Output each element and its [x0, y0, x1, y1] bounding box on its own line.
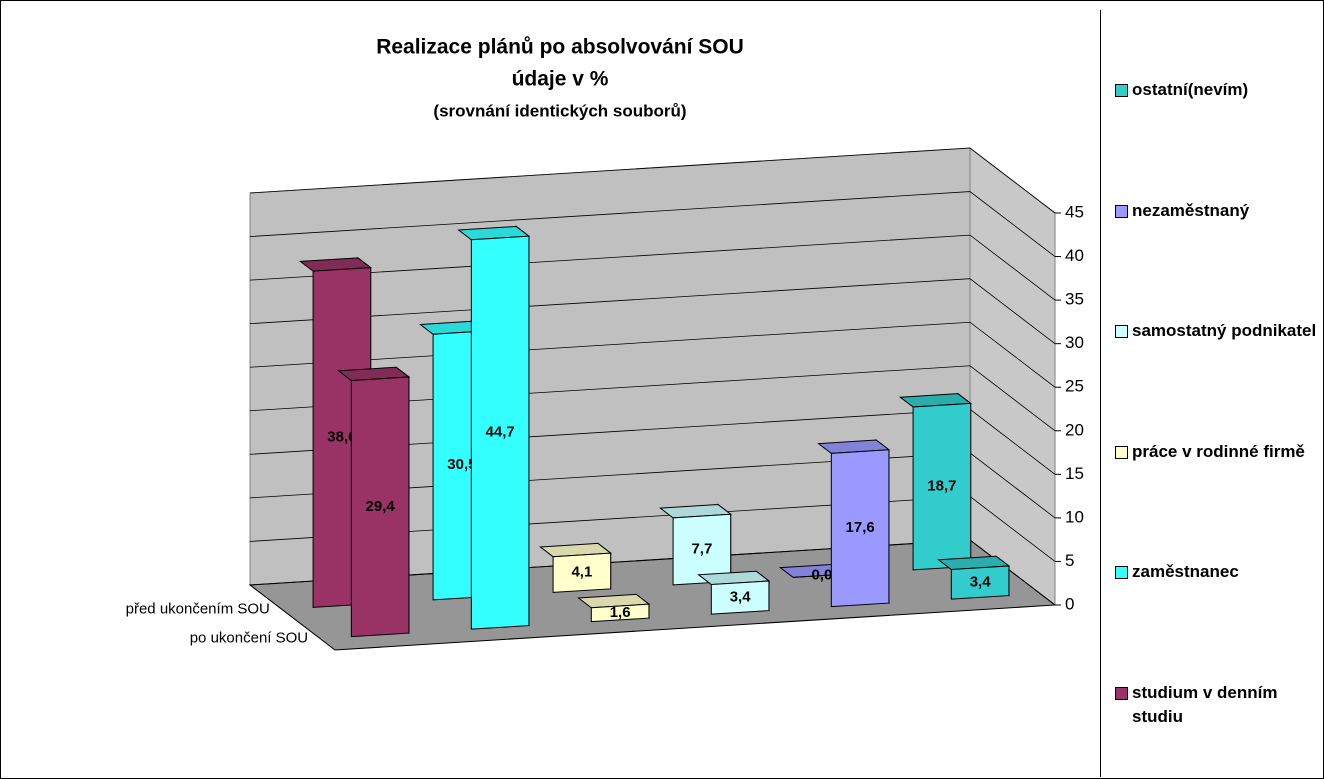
y-tick-label: 20: [1065, 420, 1084, 439]
legend: ostatní(nevím) nezaměstnaný samostatný pod…: [1100, 10, 1322, 777]
legend-swatch: [1115, 445, 1128, 459]
bar: [697, 570, 771, 615]
legend-entry: zaměstnanec: [1115, 560, 1322, 584]
y-tick-label: 0: [1065, 594, 1074, 613]
legend-swatch: [1115, 686, 1128, 700]
legend-label: zaměstnanec: [1132, 562, 1239, 582]
y-tick-label: 35: [1065, 290, 1084, 309]
legend-entry: samostatný podnikatel: [1115, 319, 1322, 343]
y-tick-label: 15: [1065, 464, 1084, 483]
chart-subtitle: (srovnání identických souborů): [433, 101, 686, 120]
data-label: 7,7: [691, 541, 712, 558]
bar-front: [950, 565, 1010, 600]
legend-entry: práce v rodinné firmě: [1115, 440, 1322, 464]
legend-label: nezaměstnaný: [1132, 200, 1250, 220]
legend-swatch: [1115, 84, 1128, 98]
bar-front: [830, 449, 890, 608]
data-label: 29,4: [366, 498, 396, 515]
bar: [937, 555, 1011, 600]
legend-label: ostatní(nevím): [1132, 80, 1249, 100]
bar-front: [710, 580, 770, 615]
category-label: po ukončení SOU: [190, 630, 308, 647]
legend-label: studium v denním studiu: [1132, 682, 1278, 726]
data-label: 18,7: [927, 478, 956, 495]
data-label: 3,4: [730, 589, 752, 606]
legend-label: samostatný podnikatel: [1132, 321, 1317, 341]
bar: [577, 593, 651, 623]
legend-swatch: [1115, 566, 1128, 580]
grid-line: [249, 147, 1056, 214]
data-label: 17,6: [846, 519, 875, 536]
chart-title: Realizace plánů po absolvování SOU: [376, 36, 744, 59]
data-label: 44,7: [486, 424, 515, 441]
chart: Realizace plánů po absolvování SOU údaje…: [126, 36, 1084, 651]
y-tick-label: 5: [1065, 551, 1074, 570]
grid-line: [249, 191, 1056, 257]
legend-entry: nezaměstnaný: [1115, 199, 1322, 223]
bar: [538, 542, 613, 593]
category-label: před ukončením SOU: [126, 600, 270, 617]
bar-front: [350, 376, 410, 638]
bar: [898, 392, 973, 571]
data-label: 3,4: [970, 574, 992, 591]
y-tick-label: 25: [1065, 377, 1084, 396]
y-tick-label: 30: [1065, 333, 1084, 352]
data-label: 38,6: [327, 428, 356, 445]
bar: [457, 225, 531, 630]
legend-entry: studium v denním studiu: [1115, 681, 1322, 729]
bar-front: [470, 235, 530, 630]
data-label: 4,1: [571, 564, 592, 581]
data-label: 1,6: [610, 604, 631, 621]
bar: [817, 438, 891, 608]
legend-label: práce v rodinné firmě: [1132, 441, 1305, 461]
data-label: 0,0: [811, 567, 832, 584]
bar: [658, 503, 733, 586]
y-tick-label: 10: [1065, 507, 1084, 526]
y-tick-label: 45: [1065, 202, 1084, 221]
y-tick-label: 40: [1065, 246, 1084, 265]
bar: [337, 366, 411, 638]
legend-swatch: [1115, 204, 1128, 218]
side-wall: [969, 146, 1056, 607]
legend-swatch: [1115, 325, 1128, 339]
chart-title: údaje v %: [512, 68, 609, 91]
legend-entry: ostatní(nevím): [1115, 78, 1322, 102]
bar-front: [552, 552, 612, 593]
bar-front: [590, 603, 650, 623]
data-label: 30,5: [447, 456, 476, 473]
